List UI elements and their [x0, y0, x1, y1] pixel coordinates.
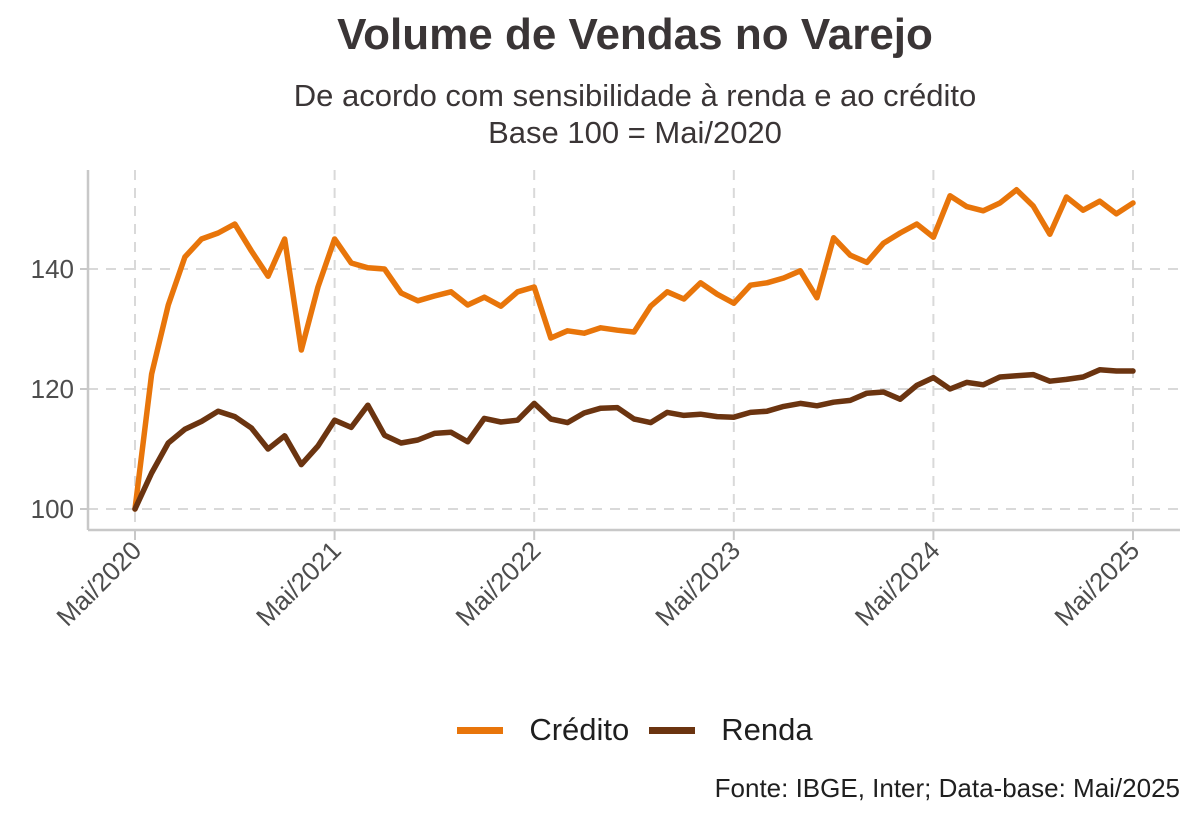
x-tick-label: Mai/2020 — [50, 535, 147, 632]
x-tick-label: Mai/2025 — [1048, 535, 1145, 632]
x-tick-label: Mai/2024 — [849, 535, 946, 632]
x-tick-label: Mai/2023 — [649, 535, 746, 632]
series-line-credito — [132, 187, 1136, 512]
legend-swatch-credito — [457, 726, 504, 734]
series-lines — [132, 187, 1136, 512]
chart-subtitle-base: Base 100 = Mai/2020 — [488, 115, 782, 150]
series-line-renda — [132, 367, 1136, 512]
legend-item-credito: Crédito — [457, 712, 629, 748]
chart-legend: Crédito Renda — [0, 712, 1200, 748]
source-note: Fonte: IBGE, Inter; Data-base: Mai/2025 — [714, 773, 1180, 803]
chart-title: Volume de Vendas no Varejo — [337, 10, 933, 59]
y-tick-label: 120 — [31, 374, 74, 404]
chart-subtitle: De acordo com sensibilidade à renda e ao… — [293, 78, 977, 113]
legend-swatch-renda — [649, 726, 696, 734]
axes — [80, 170, 1180, 540]
y-tick-label: 100 — [31, 494, 74, 524]
legend-label-credito: Crédito — [529, 712, 630, 747]
legend-item-renda: Renda — [649, 712, 813, 748]
x-tick-label: Mai/2022 — [450, 535, 547, 632]
y-tick-label: 140 — [31, 254, 74, 284]
legend-label-renda: Renda — [721, 712, 813, 747]
x-tick-label: Mai/2021 — [250, 535, 347, 632]
line-chart: 100 120 140 Mai/2020 Mai/2021 Mai/2022 Mai/202… — [31, 170, 1180, 632]
grid-lines — [88, 170, 1180, 530]
tick-labels: 100 120 140 Mai/2020 Mai/2021 Mai/2022 Mai/202… — [31, 254, 1146, 632]
